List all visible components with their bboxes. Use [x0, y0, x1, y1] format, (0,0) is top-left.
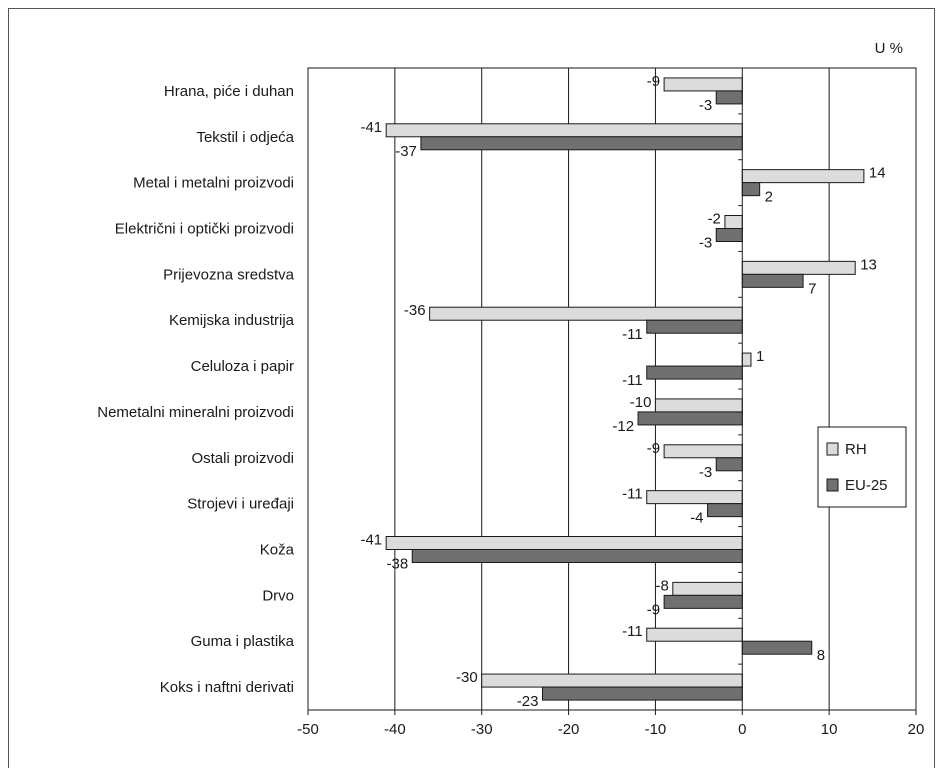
plot-area [307, 67, 917, 711]
category-label: Koks i naftni derivati [160, 679, 294, 696]
bar-eu-25 [646, 319, 743, 334]
bar-eu-25 [663, 594, 743, 609]
bar-eu-25 [715, 90, 743, 105]
bar-eu-25 [741, 640, 813, 655]
bar-rh [654, 398, 743, 413]
value-label: -3 [699, 235, 712, 252]
x-tick-label: 20 [908, 721, 925, 738]
legend-box [817, 426, 907, 508]
value-label: -2 [708, 211, 721, 228]
bar-eu-25 [741, 273, 804, 288]
category-label: Guma i plastika [191, 633, 295, 650]
value-label: -12 [612, 418, 634, 435]
value-label: -10 [630, 394, 652, 411]
bar-eu-25 [646, 365, 743, 380]
value-label: 1 [756, 348, 764, 365]
value-label: -23 [517, 693, 539, 710]
category-label: Celuloza i papir [191, 358, 294, 375]
bar-eu-25 [542, 686, 743, 701]
value-label: -11 [622, 326, 643, 343]
value-label: 7 [808, 280, 816, 297]
legend-swatch-rh [826, 442, 839, 456]
value-label: -9 [647, 440, 660, 457]
x-tick-label: -50 [297, 721, 319, 738]
bar-rh [741, 352, 752, 367]
value-label: -3 [699, 97, 712, 114]
bar-rh [663, 77, 743, 92]
bar-rh [672, 581, 743, 596]
value-label: -11 [622, 486, 643, 503]
bar-rh [663, 444, 743, 459]
value-label: -8 [655, 577, 668, 594]
value-label: -11 [622, 372, 643, 389]
value-label: -36 [404, 302, 426, 319]
bar-eu-25 [707, 503, 743, 518]
value-label: -37 [395, 143, 417, 160]
value-label: -41 [360, 119, 382, 136]
bar-eu-25 [741, 182, 761, 197]
bar-rh [481, 673, 743, 688]
bar-eu-25 [715, 228, 743, 242]
bars [385, 77, 865, 701]
legend: RH EU-25 [817, 426, 907, 508]
value-label: 8 [817, 647, 825, 664]
x-tick-label: -40 [384, 721, 406, 738]
x-axis: -50 -40 -30 -20 -10 0 10 20 [297, 67, 925, 738]
value-label: -38 [387, 556, 409, 573]
bar-rh [429, 306, 743, 321]
bar-rh [385, 123, 743, 138]
bar-eu-25 [637, 411, 743, 426]
bar-rh [741, 169, 865, 184]
category-label: Električni i optički proizvodi [115, 221, 294, 238]
value-label: -9 [647, 73, 660, 90]
x-tick-label: 10 [821, 721, 838, 738]
value-label: 13 [860, 256, 877, 273]
value-label: -3 [699, 464, 712, 481]
bar-rh [724, 215, 743, 229]
bar-eu-25 [715, 457, 743, 472]
legend-swatch-eu-25 [826, 478, 839, 492]
legend-label-eu-25: EU-25 [845, 477, 888, 494]
value-label: -4 [690, 510, 703, 527]
category-label: Metal i metalni proizvodi [133, 175, 294, 192]
bar-rh [385, 536, 743, 550]
bar-eu-25 [411, 549, 743, 563]
chart-frame [8, 8, 935, 768]
category-label: Strojevi i uređaji [187, 496, 294, 513]
value-label: 14 [869, 165, 886, 182]
value-label: 2 [765, 189, 773, 206]
category-label: Ostali proizvodi [191, 450, 294, 467]
value-label: -41 [360, 532, 382, 549]
bar-rh [741, 260, 856, 275]
value-label: -9 [647, 601, 660, 618]
category-label: Drvo [262, 587, 294, 604]
category-labels: Hrana, piće i duhan Tekstil i odjeća Metal… [97, 83, 294, 696]
bar-eu-25 [420, 136, 743, 151]
category-label: Hrana, piće i duhan [164, 83, 294, 100]
value-label: -30 [456, 669, 478, 686]
bar-rh [646, 627, 743, 642]
unit-label: U % [875, 40, 903, 57]
category-label: Kemijska industrija [169, 312, 295, 329]
category-label: Koža [260, 542, 295, 559]
value-labels: -9 -3 -41 -37 14 2 -2 -3 13 7 -36 -11 1 -11 -10 -12 -9 -3… [360, 73, 885, 710]
category-label: Nemetalni mineralni proizvodi [97, 404, 294, 421]
x-tick-label: -10 [645, 721, 667, 738]
x-tick-label: -20 [558, 721, 580, 738]
bar-rh [646, 490, 743, 505]
gridlines [307, 67, 917, 711]
value-label: -11 [622, 623, 643, 640]
x-tick-label: 0 [738, 721, 746, 738]
category-label: Prijevozna sredstva [163, 266, 295, 283]
legend-label-rh: RH [845, 441, 867, 458]
x-tick-label: -30 [471, 721, 493, 738]
category-label: Tekstil i odjeća [196, 129, 294, 146]
